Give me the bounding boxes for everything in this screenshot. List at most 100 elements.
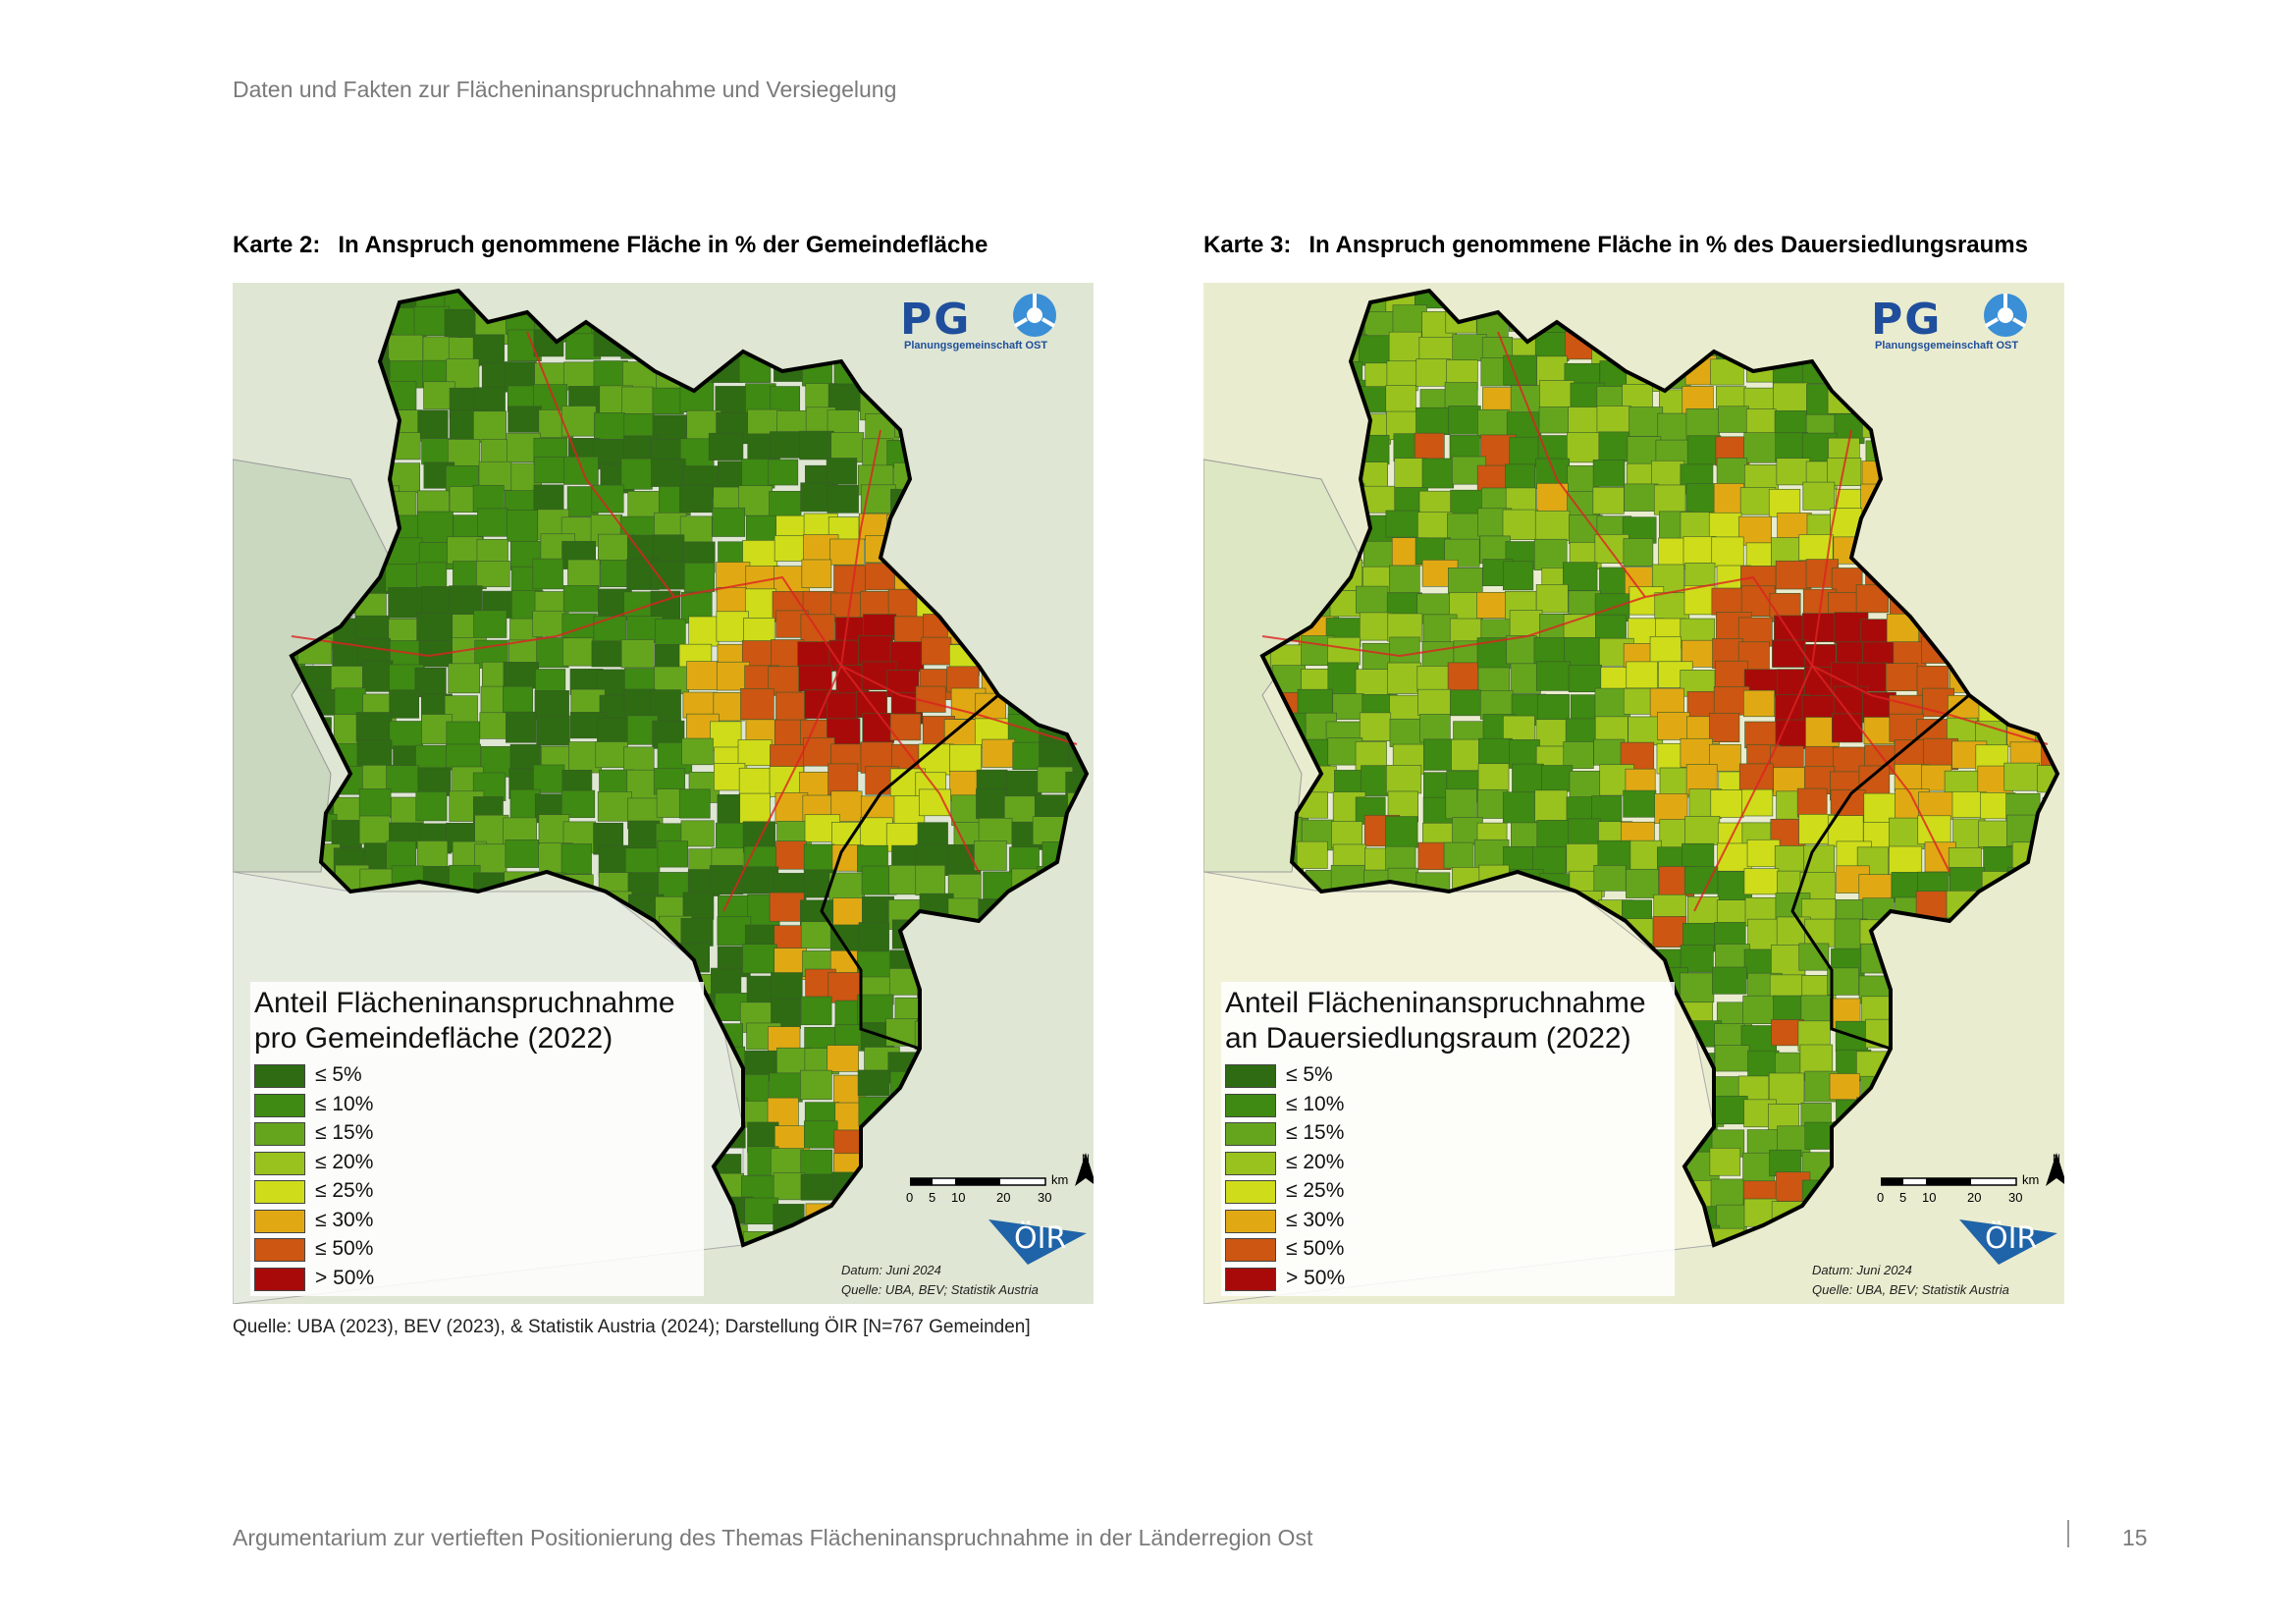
legend-label: ≤ 10% — [315, 1092, 374, 1115]
map-credit: Datum: Juni 2024 Quelle: UBA, BEV; Statis… — [1812, 1261, 2009, 1300]
road-line — [1497, 331, 1646, 598]
legend-swatch — [254, 1209, 305, 1233]
municipality-cell — [657, 840, 688, 868]
municipality-cell — [1327, 662, 1360, 694]
road-line — [1811, 665, 2049, 745]
map-legend: Anteil Flächeninanspruchnahme an Dauersi… — [1221, 982, 1675, 1296]
municipality-cell — [473, 410, 507, 443]
municipality-cell — [561, 516, 593, 544]
municipality-cell — [1448, 406, 1481, 435]
scale-tick-label: 30 — [2008, 1190, 2023, 1205]
legend-label: ≤ 30% — [315, 1208, 374, 1231]
municipality-cell — [1296, 840, 1328, 869]
municipality-cell — [597, 718, 628, 746]
map-title-text: In Anspruch genommene Fläche in % der Ge… — [338, 232, 988, 258]
municipality-cell — [562, 585, 600, 613]
municipality-cell — [770, 431, 801, 459]
municipality-cell — [978, 817, 1013, 844]
municipality-cell — [1510, 663, 1541, 694]
municipality-cell — [800, 921, 833, 949]
municipality-cell — [1566, 843, 1599, 873]
municipality-cell — [652, 387, 684, 415]
municipality-cell — [1768, 488, 1801, 517]
municipality-cell — [1502, 509, 1538, 541]
municipality-cell — [1592, 486, 1625, 514]
municipality-cell — [386, 765, 419, 793]
municipality-cell — [1387, 662, 1421, 694]
municipality-cell — [827, 1045, 860, 1072]
municipality-cell — [826, 692, 859, 723]
municipality-cell — [1568, 664, 1602, 693]
municipality-cell — [1563, 741, 1594, 770]
municipality-cell — [769, 1072, 803, 1103]
municipality-cell — [1416, 666, 1449, 692]
legend-title: Anteil Flächeninanspruchnahme an Dauersi… — [1225, 987, 1646, 1055]
municipality-cell — [857, 1069, 890, 1097]
legend-swatch — [1225, 1122, 1276, 1146]
municipality-cell — [1535, 584, 1569, 614]
municipality-cell — [620, 458, 653, 490]
municipality-cell — [1717, 406, 1749, 433]
municipality-cell — [744, 588, 777, 620]
municipality-cell — [593, 360, 628, 390]
municipality-cell — [681, 737, 714, 766]
municipality-cell — [946, 666, 980, 693]
legend-label: ≤ 50% — [315, 1237, 374, 1260]
municipality-cell — [1598, 431, 1630, 462]
road-line — [291, 575, 842, 667]
legend-label: ≤ 10% — [1286, 1092, 1345, 1115]
municipality-cell — [505, 839, 539, 868]
municipality-cell — [389, 721, 424, 750]
municipality-cell — [1768, 1072, 1805, 1105]
municipality-cell — [775, 840, 807, 870]
municipality-cell — [334, 687, 366, 717]
state-boundary — [820, 693, 999, 1051]
municipality-cell — [1715, 1095, 1748, 1125]
municipality-cell — [769, 490, 802, 519]
municipality-cell — [1569, 770, 1602, 801]
municipality-cell — [1743, 689, 1776, 718]
municipality-cell — [1769, 1149, 1802, 1177]
municipality-cell — [536, 715, 570, 746]
neighbouring-region-west — [1203, 459, 1371, 873]
municipality-cell — [1594, 534, 1629, 564]
legend-swatch — [1225, 1064, 1276, 1088]
scale-tick-label: 0 — [906, 1190, 914, 1205]
municipality-cell — [1775, 560, 1812, 590]
legend-label: > 50% — [1286, 1266, 1346, 1289]
municipality-cell — [479, 712, 510, 739]
municipality-cell — [1623, 789, 1657, 818]
map-source: Quelle: UBA, BEV; Statistik Austria — [1812, 1282, 2009, 1297]
municipality-cell — [1885, 663, 1918, 691]
legend-swatch — [1225, 1238, 1276, 1262]
scale-tick-label: 10 — [1922, 1190, 1937, 1205]
municipality-cell — [1657, 712, 1690, 740]
legend-swatch — [1225, 1209, 1276, 1233]
road-line — [722, 665, 842, 912]
road-line — [840, 429, 881, 667]
municipality-cell — [1415, 406, 1451, 435]
municipality-cell — [1327, 636, 1361, 666]
municipality-cell — [716, 611, 749, 642]
municipality-cell — [651, 459, 686, 487]
legend-swatch — [254, 1267, 305, 1291]
municipality-cell — [595, 741, 628, 769]
municipality-cell — [532, 610, 565, 637]
municipality-cell — [947, 874, 982, 902]
municipality-cell — [1533, 637, 1570, 666]
legend-swatch — [1225, 1151, 1276, 1175]
municipality-cell — [1502, 561, 1534, 591]
municipality-cell — [1443, 841, 1474, 869]
road-line — [1811, 665, 1950, 873]
municipality-cell — [682, 892, 715, 920]
municipality-cell — [1355, 669, 1390, 697]
municipality-cell — [1596, 406, 1631, 437]
municipality-cell — [331, 820, 362, 848]
municipality-cell — [1012, 741, 1043, 771]
municipality-cell — [1653, 484, 1686, 515]
municipality-cell — [1855, 584, 1890, 614]
municipality-cell — [742, 866, 779, 894]
municipality-cell — [561, 789, 596, 819]
municipality-cell — [1535, 719, 1567, 747]
municipality-cell — [1386, 765, 1422, 794]
